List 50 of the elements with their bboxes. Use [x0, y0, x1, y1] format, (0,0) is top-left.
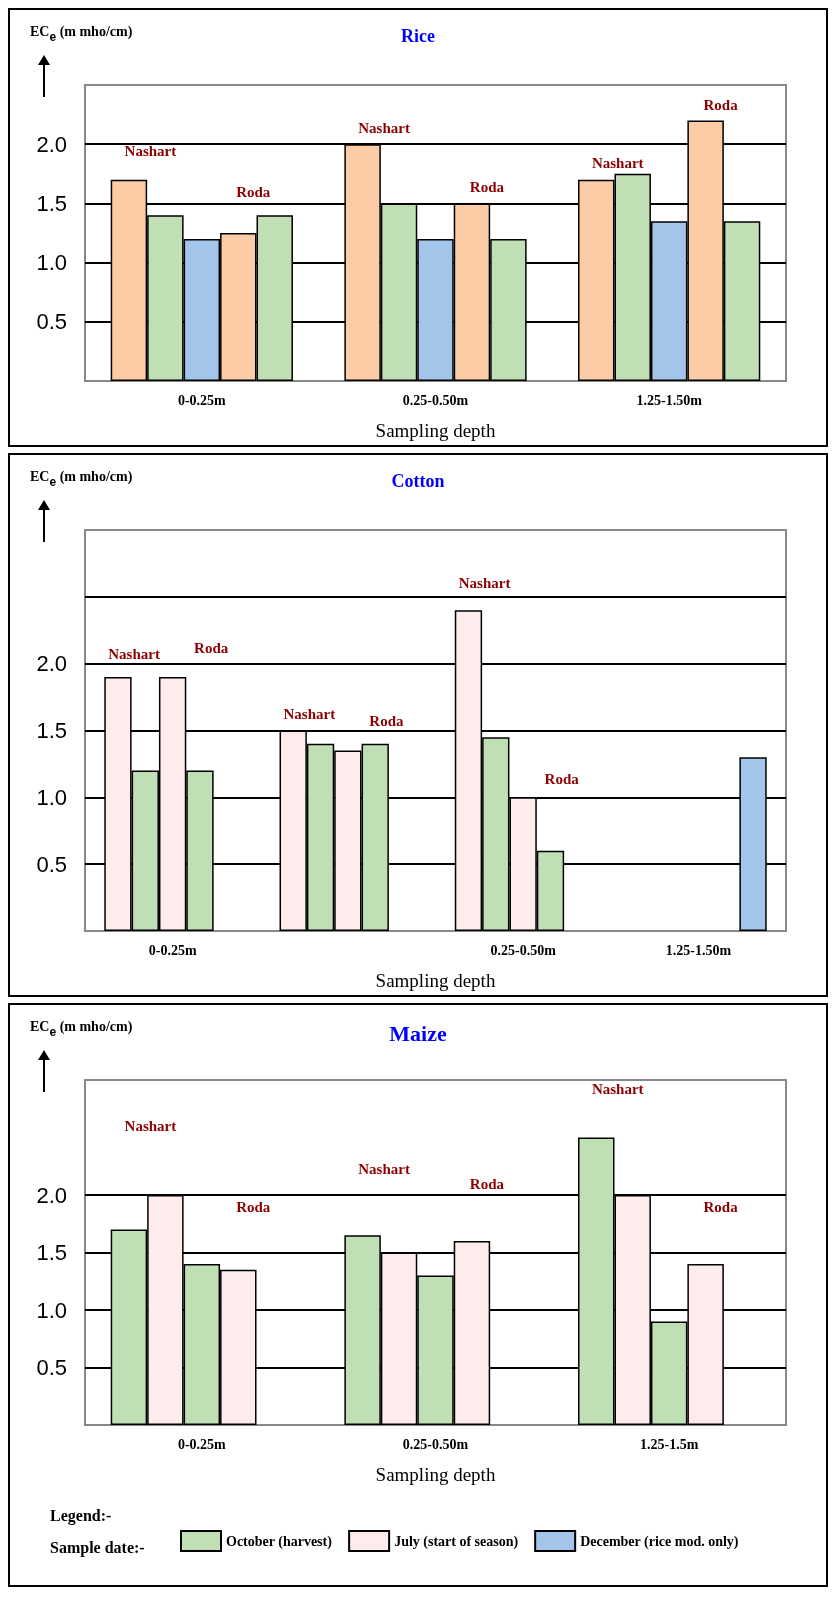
y-tick-label: 2.0 — [36, 131, 67, 157]
legend-label: October (harvest) — [226, 1533, 333, 1550]
annotation: Roda — [469, 1175, 505, 1192]
y-tick-label: 1.0 — [36, 784, 67, 810]
text: Legend:- — [50, 1506, 112, 1525]
annotation: Nashart — [458, 575, 511, 592]
annotation: Nashart — [124, 143, 177, 160]
annotation: Roda — [544, 770, 580, 787]
y-tick-label: 0.5 — [36, 851, 67, 877]
x-tick-label: 0-0.25m — [177, 1436, 227, 1452]
x-tick-label: 0.25-0.50m — [402, 1436, 469, 1452]
annotation: Nashart — [591, 155, 644, 172]
y-tick-label: 1.5 — [36, 718, 67, 743]
annotation: Nashart — [358, 1160, 410, 1177]
x-axis-title: Sampling depth — [375, 1464, 496, 1485]
annotation: Roda — [236, 1198, 271, 1215]
chart-title: Maize — [389, 1020, 447, 1046]
annotation: Roda — [369, 713, 405, 730]
annotation: Nashart — [124, 1118, 177, 1134]
annotation: Roda — [469, 178, 505, 195]
annotation: Nashart — [591, 1081, 644, 1098]
annotation: Nashart — [358, 119, 410, 136]
x-axis-title: Sampling depth — [375, 970, 496, 991]
annotation: Roda — [703, 97, 739, 114]
chart-title: Cotton — [391, 471, 445, 491]
x-tick-label: 1.25-1.50m — [665, 942, 732, 958]
annotation: Roda — [703, 1198, 739, 1215]
x-tick-label: 0.25-0.50m — [490, 942, 557, 958]
x-tick-label: 1.25-1.50m — [636, 392, 703, 408]
chart-title: Rice — [401, 26, 435, 46]
x-axis-title: Sampling depth — [375, 420, 496, 441]
legend-title: Sample date:- — [50, 1538, 145, 1557]
x-tick-label: 0.25-0.50m — [402, 392, 469, 408]
x-tick-label: 0-0.25m — [177, 392, 227, 408]
x-tick-label: 1.25-1.5m — [640, 1436, 699, 1452]
y-tick-label: 0.5 — [36, 309, 67, 335]
y-tick-label: 1.0 — [36, 250, 67, 276]
legend-label: December (rice mod. only) — [580, 1533, 739, 1550]
y-tick-label: 1.0 — [36, 1297, 67, 1323]
annotation: Roda — [194, 639, 229, 656]
annotation: Roda — [236, 183, 271, 200]
y-tick-label: 1.5 — [36, 1240, 67, 1265]
y-tick-label: 2.0 — [36, 651, 67, 677]
x-tick-label: 0-0.25m — [148, 942, 197, 958]
legend-label: July (start of season) — [394, 1533, 519, 1550]
y-tick-label: 2.0 — [36, 1182, 67, 1208]
y-tick-label: 1.5 — [36, 190, 67, 216]
annotation: Nashart — [108, 646, 160, 663]
annotation: Nashart — [283, 706, 336, 723]
y-tick-label: 0.5 — [36, 1355, 67, 1380]
